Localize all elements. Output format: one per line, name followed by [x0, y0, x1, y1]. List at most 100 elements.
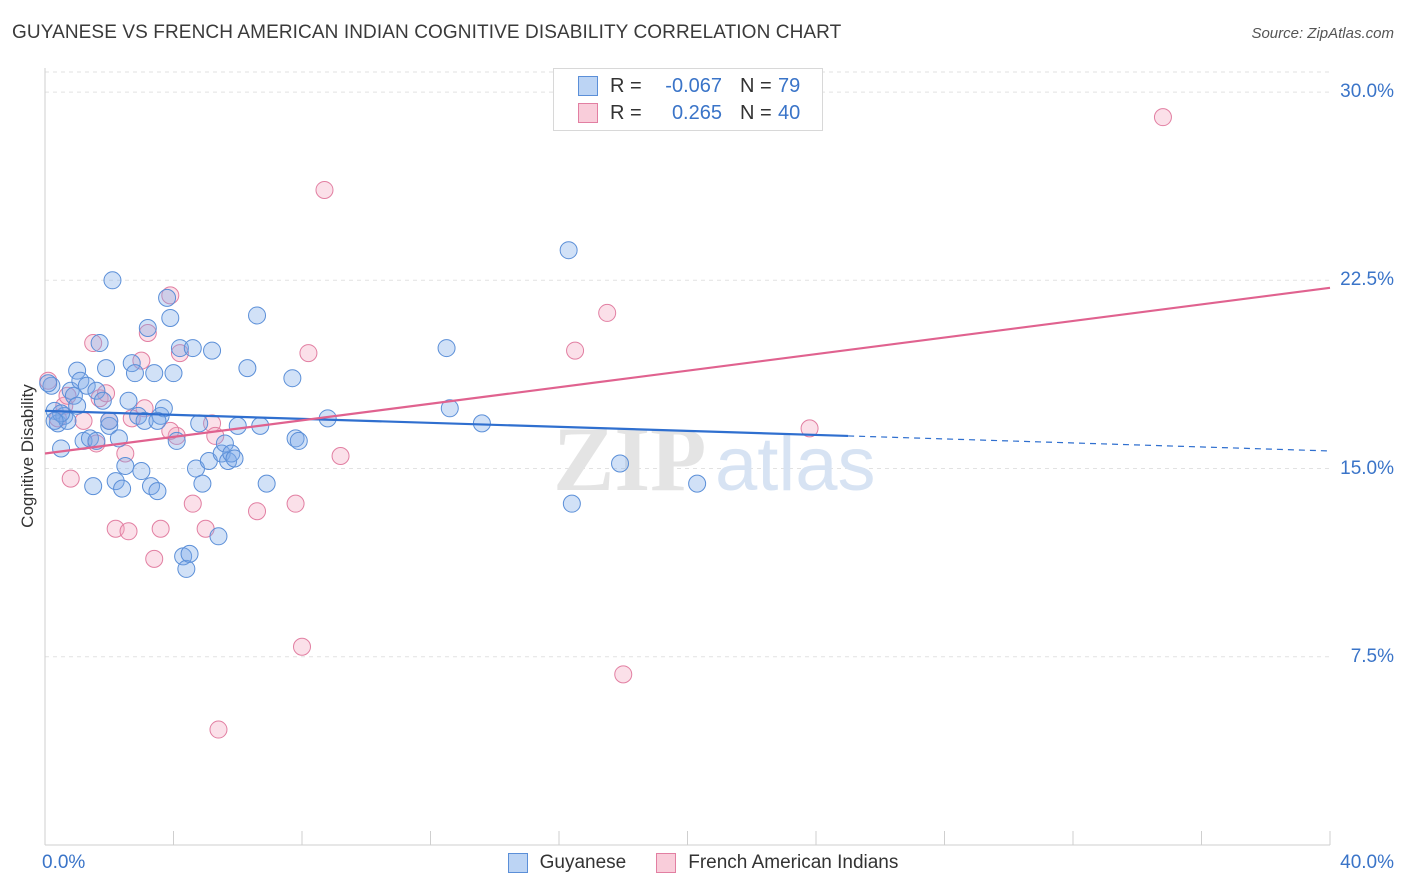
data-point [145, 364, 164, 383]
data-point [614, 665, 633, 684]
legend-box: R = -0.067 N = 79 R = 0.265 N = 40 [553, 68, 823, 131]
data-point [116, 444, 135, 463]
data-point [100, 411, 119, 430]
legend-r-label: R = [610, 101, 642, 124]
legend-swatch-pink [578, 103, 598, 123]
data-point [84, 477, 103, 496]
data-point [135, 399, 154, 418]
data-point [90, 334, 109, 353]
data-point [222, 444, 241, 463]
data-point [52, 404, 71, 423]
legend-item-french-american-indians[interactable]: French American Indians [656, 852, 898, 874]
data-point [87, 431, 106, 450]
legend-r-label: R = [610, 74, 642, 97]
data-point [148, 482, 167, 501]
gridlines [45, 71, 1330, 658]
data-point [289, 431, 308, 450]
x-tick-label: 0.0% [42, 852, 86, 873]
data-point [164, 364, 183, 383]
axes [44, 68, 1331, 846]
legend-swatch-pink [656, 853, 677, 873]
data-point [135, 411, 154, 430]
data-point [116, 457, 135, 476]
data-point [248, 502, 267, 521]
data-point [688, 474, 707, 493]
data-point [122, 354, 141, 373]
data-point [611, 454, 630, 473]
data-point [800, 419, 819, 438]
data-point [100, 416, 119, 435]
trend-line-guyanese-extension [848, 435, 1331, 452]
data-point [58, 386, 77, 405]
data-point [566, 341, 585, 360]
data-point [64, 386, 83, 405]
data-point [158, 288, 177, 307]
data-point [225, 449, 244, 468]
data-point [113, 479, 132, 498]
legend-label: French American Indians [688, 852, 899, 873]
data-point [52, 439, 71, 458]
data-point [559, 241, 578, 260]
data-point [209, 720, 228, 739]
legend-swatch-blue [578, 76, 598, 96]
data-point [45, 411, 64, 430]
legend-label: Guyanese [539, 852, 627, 873]
data-point [257, 474, 276, 493]
data-point [161, 286, 180, 305]
legend-item-guyanese[interactable]: Guyanese [507, 852, 627, 874]
source-label: Source: ZipAtlas.com [1251, 25, 1394, 42]
data-point [193, 474, 212, 493]
data-point [39, 374, 58, 393]
data-point [119, 391, 138, 410]
data-point [93, 391, 112, 410]
y-tick-label: 30.0% [1340, 81, 1394, 103]
data-point [286, 429, 305, 448]
data-point [209, 527, 228, 546]
data-point [183, 339, 202, 358]
legend-n-value: 40 [778, 101, 801, 124]
data-point [68, 361, 87, 380]
data-point [145, 549, 164, 568]
legend-n-value: 79 [778, 74, 801, 97]
data-point [68, 396, 87, 415]
data-point [331, 446, 350, 465]
data-point [61, 381, 80, 400]
data-point [170, 339, 189, 358]
trend-line-guyanese [44, 409, 849, 438]
data-point [248, 306, 267, 325]
trend-lines [44, 286, 1331, 455]
data-point [161, 421, 180, 440]
data-point [562, 494, 581, 513]
data-point [183, 494, 202, 513]
data-point [238, 359, 257, 378]
data-point [132, 462, 151, 481]
data-point [61, 469, 80, 488]
data-point [77, 376, 96, 395]
data-point [598, 303, 617, 322]
data-point [87, 381, 106, 400]
legend-r-value: -0.067 [665, 74, 722, 97]
data-point [437, 339, 456, 358]
data-point [138, 318, 157, 337]
legend-swatch-blue [507, 853, 528, 873]
data-point [180, 544, 199, 563]
legend-row-french-american-indians: R = 0.265 N = 40 [578, 101, 800, 125]
y-tick-label: 15.0% [1340, 457, 1394, 479]
legend-n-label: N = [740, 101, 772, 124]
y-tick-label: 22.5% [1340, 269, 1394, 291]
data-point [74, 411, 93, 430]
data-point [228, 416, 247, 435]
data-point [283, 369, 302, 388]
data-point [440, 399, 459, 418]
data-point [190, 414, 209, 433]
data-point [103, 271, 122, 290]
legend-n-label: N = [740, 74, 772, 97]
watermark: ZIP atlas [553, 408, 876, 510]
y-tick-label: 7.5% [1350, 645, 1394, 667]
x-tick-label: 40.0% [1340, 852, 1394, 873]
data-point [299, 344, 318, 363]
data-point [138, 324, 157, 343]
data-point [293, 637, 311, 656]
series-guyanese [39, 241, 707, 578]
